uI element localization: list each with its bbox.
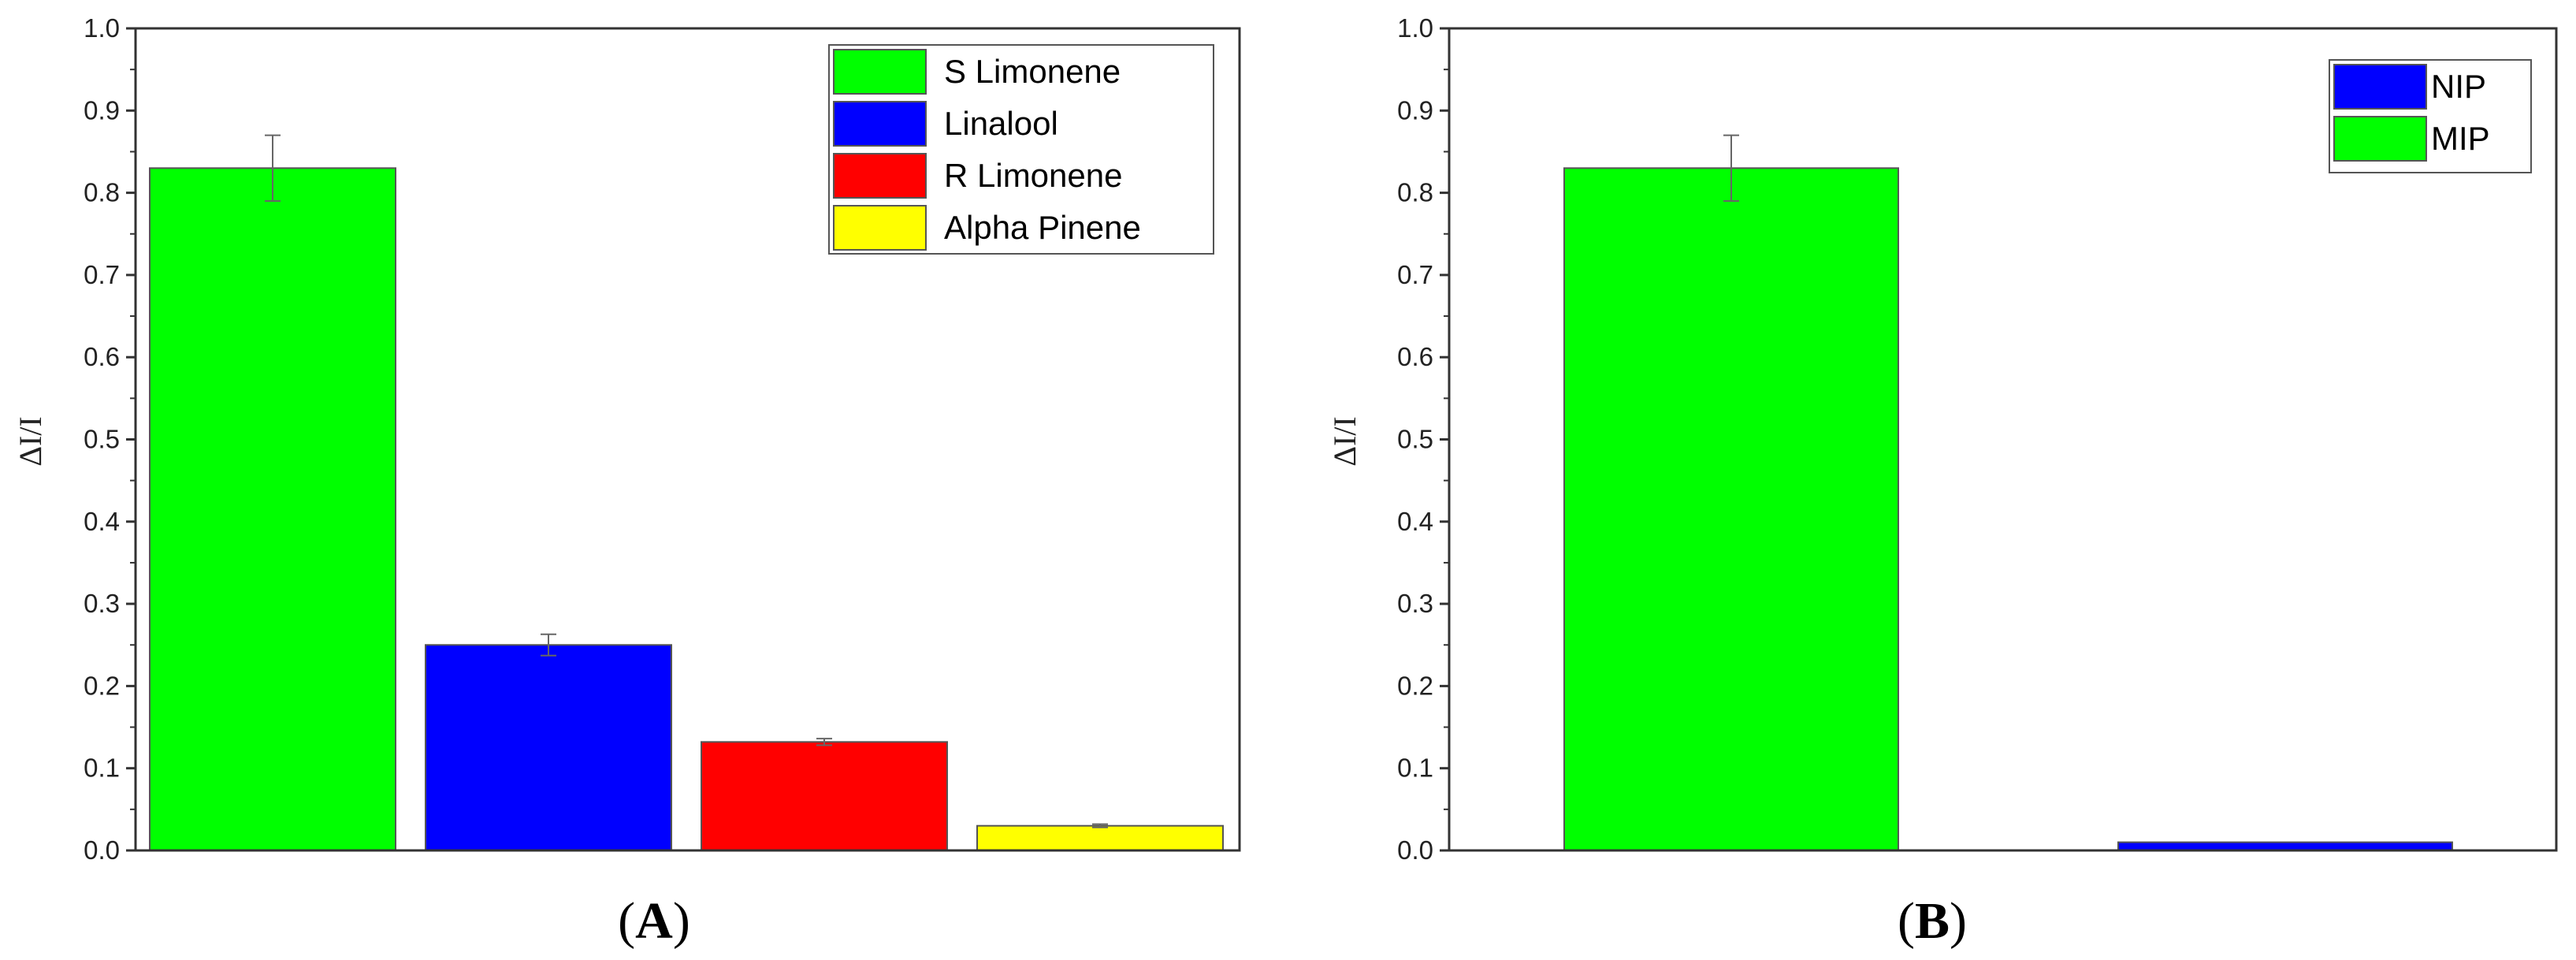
y-tick-label-b-5: 0.5 [1397, 425, 1433, 454]
legend-label-b-1: MIP [2431, 120, 2490, 157]
y-tick-label-b-3: 0.3 [1397, 589, 1433, 618]
legend-label-a-2: R Limonene [944, 157, 1122, 194]
bars-b [1563, 134, 2453, 851]
bars-a [149, 134, 1224, 851]
y-axis-ticks-a: 0.0 0.1 0.2 0.3 0.4 0.5 0.6 0.7 0.8 0.9 1.0 [84, 13, 136, 865]
legend-label-b-0: NIP [2431, 68, 2486, 105]
error-bar-b-0 [1723, 134, 1739, 203]
y-tick-label-a-10: 1.0 [84, 13, 120, 43]
y-tick-label-a-6: 0.6 [84, 342, 120, 371]
y-axis-title-a: ΔI/I [13, 416, 48, 466]
y-tick-label-b-1: 0.1 [1397, 753, 1433, 783]
y-tick-label-b-7: 0.7 [1397, 260, 1433, 289]
y-tick-label-b-0: 0.0 [1397, 835, 1433, 865]
y-tick-label-a-7: 0.7 [84, 260, 120, 289]
legend-b: NIP MIP [2329, 59, 2532, 173]
chart-panel-b: ΔI/I 0.0 0.1 0.2 0.3 0.4 0.5 0.6 0.7 0.8 0.9 1.0 N… [1327, 13, 2558, 950]
legend-swatch-b-0 [2333, 64, 2427, 110]
panel-label-b: (B) [1898, 892, 1967, 950]
legend-a: S Limonene Linalool R Limonene Alpha Pinene [828, 44, 1214, 255]
panel-label-a: (A) [618, 892, 690, 950]
y-axis-ticks-b: 0.0 0.1 0.2 0.3 0.4 0.5 0.6 0.7 0.8 0.9 1.0 [1397, 13, 1449, 865]
plot-frame-b [1448, 27, 2558, 852]
legend-label-a-0: S Limonene [944, 53, 1121, 90]
y-tick-label-a-8: 0.8 [84, 178, 120, 207]
bar-b-0 [1563, 167, 1899, 851]
y-axis-title-b: ΔI/I [1327, 416, 1362, 466]
y-tick-label-a-3: 0.3 [84, 589, 120, 618]
legend-label-a-3: Alpha Pinene [944, 209, 1141, 246]
y-tick-label-a-4: 0.4 [84, 507, 120, 536]
legend-label-a-1: Linalool [944, 105, 1058, 142]
error-bar-a-0 [265, 134, 281, 203]
y-tick-label-a-0: 0.0 [84, 835, 120, 865]
panel-label-a-letter: A [635, 892, 673, 950]
y-tick-label-a-9: 0.9 [84, 95, 120, 125]
y-tick-label-a-1: 0.1 [84, 753, 120, 783]
plot-frame-a [134, 27, 1241, 852]
y-tick-label-b-9: 0.9 [1397, 95, 1433, 125]
bar-a-3 [976, 824, 1224, 851]
y-tick-label-a-5: 0.5 [84, 425, 120, 454]
y-tick-label-b-10: 1.0 [1397, 13, 1433, 43]
bar-a-0 [149, 167, 396, 851]
error-bar-a-2 [816, 738, 832, 746]
y-tick-label-b-6: 0.6 [1397, 342, 1433, 371]
y-tick-label-b-8: 0.8 [1397, 178, 1433, 207]
bar-b-1 [2117, 841, 2453, 851]
y-tick-label-b-4: 0.4 [1397, 507, 1433, 536]
bar-a-1 [425, 644, 672, 851]
legend-swatch-a-2 [833, 153, 927, 199]
legend-swatch-b-1 [2333, 116, 2427, 162]
legend-swatch-a-1 [833, 101, 927, 147]
bar-a-2 [701, 741, 948, 851]
error-bar-a-3 [1092, 823, 1108, 828]
error-bar-a-1 [541, 633, 556, 657]
legend-swatch-a-0 [833, 49, 927, 95]
y-tick-label-a-2: 0.2 [84, 671, 120, 700]
panel-label-b-letter: B [1915, 892, 1950, 950]
chart-panel-a: ΔI/I 0.0 0.1 0.2 0.3 0.4 0.5 0.6 0.7 0.8 0.9 1.0 S… [13, 13, 1241, 950]
y-tick-label-b-2: 0.2 [1397, 671, 1433, 700]
legend-swatch-a-3 [833, 205, 927, 251]
